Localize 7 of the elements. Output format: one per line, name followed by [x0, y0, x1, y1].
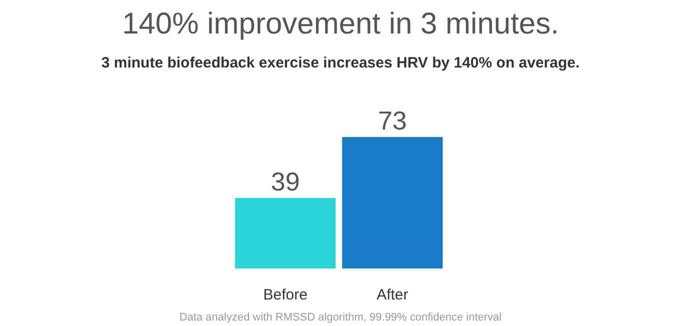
chart-subtitle: 3 minute biofeedback exercise increases HRV by 140% on average.: [101, 54, 580, 72]
data-label: 39: [270, 166, 300, 196]
data-label: 73: [378, 105, 407, 136]
x-tick-label: After: [376, 286, 408, 304]
text: Data analyzed with RMSSD algorithm, 99.99% confidence interval: [179, 312, 502, 324]
chart-title: 140% improvement in 3 minutes.: [122, 8, 559, 40]
x-tick-label: Before: [263, 286, 308, 304]
